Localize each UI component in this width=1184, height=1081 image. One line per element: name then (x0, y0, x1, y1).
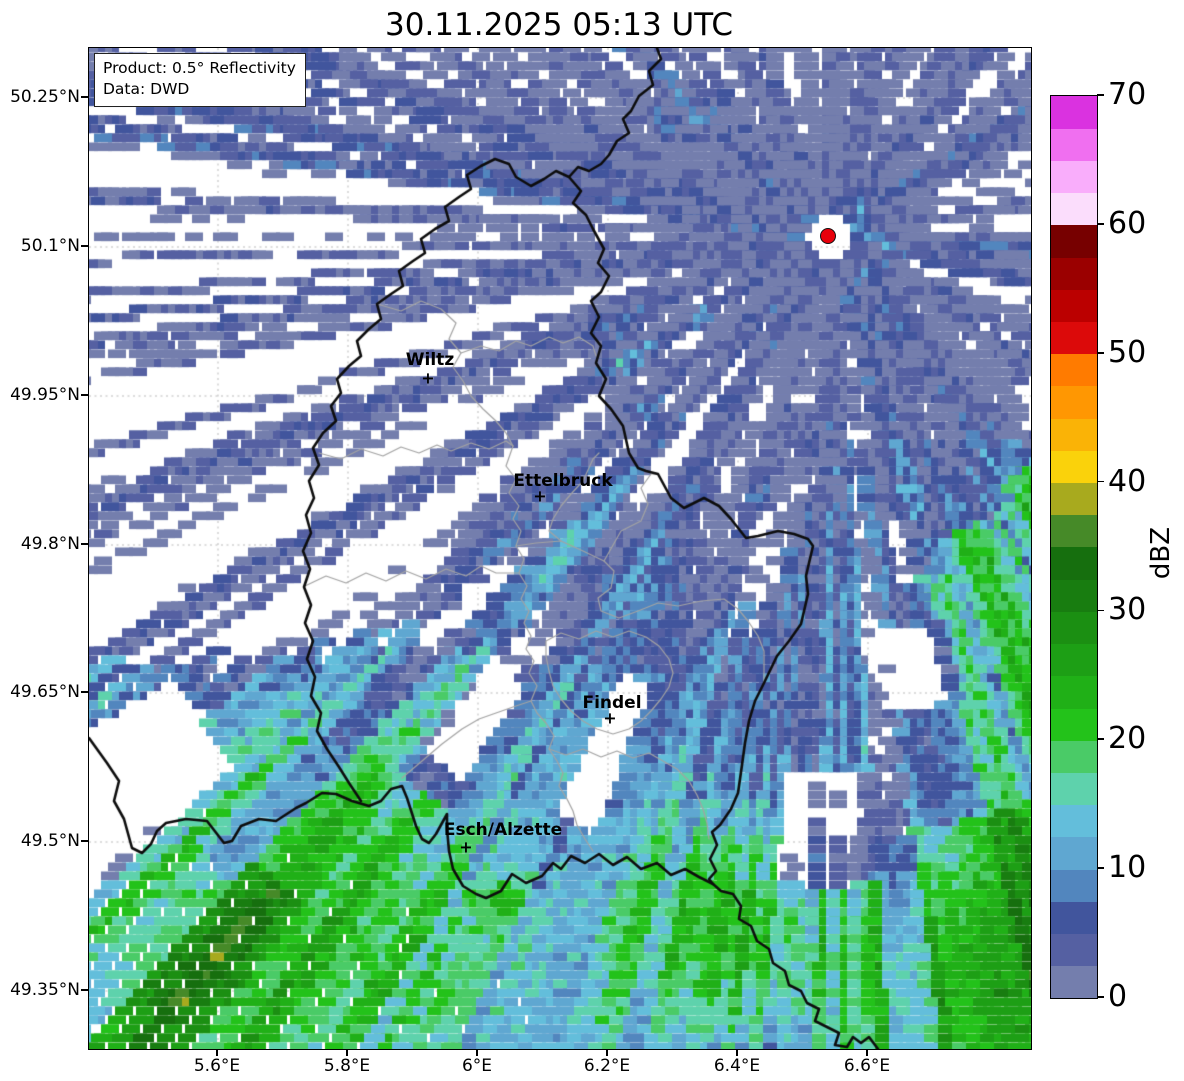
colorbar-segment (1051, 965, 1097, 999)
colorbar-segment (1051, 482, 1097, 516)
colorbar-segment (1051, 933, 1097, 967)
lat-tick-mark (81, 245, 88, 247)
colorbar-segment (1051, 804, 1097, 838)
colorbar-segment (1051, 869, 1097, 902)
radar-site-marker-icon (820, 228, 836, 244)
city-label-ettelbruck: Ettelbruck (513, 471, 613, 491)
colorbar-segment (1051, 224, 1097, 258)
colorbar-segment (1051, 128, 1097, 161)
map-plot: Product: 0.5° Reflectivity Data: DWD (88, 47, 1032, 1050)
data-source-line: Data: DWD (103, 80, 190, 99)
colorbar-axis-label: dBZ (1146, 526, 1176, 580)
lon-tick-mark (346, 1049, 348, 1056)
lon-tick-mark (606, 1049, 608, 1056)
colorbar-segment (1051, 675, 1097, 709)
colorbar-tick-label: 10 (1108, 850, 1147, 886)
radar-map-canvas (89, 48, 1031, 1049)
colorbar-segment (1051, 321, 1097, 355)
lat-tick-label: 49.65°N (10, 682, 80, 702)
lon-tick-mark (476, 1049, 478, 1056)
lon-tick-label: 6°E (461, 1056, 493, 1076)
colorbar-segment (1051, 353, 1097, 387)
colorbar-segment (1051, 160, 1097, 194)
figure-title: 30.11.2025 05:13 UTC (385, 7, 733, 43)
city-label-wiltz: Wiltz (405, 350, 455, 370)
colorbar-tick-label: 50 (1108, 334, 1147, 370)
colorbar-segment (1051, 385, 1097, 419)
lat-tick-label: 49.8°N (20, 534, 80, 554)
lat-tick-mark (81, 96, 88, 98)
colorbar-segment (1051, 418, 1097, 451)
colorbar-tick-label: 70 (1108, 77, 1147, 112)
lat-tick-mark (81, 691, 88, 693)
lon-tick-label: 6.4°E (713, 1056, 761, 1076)
colorbar-segment (1051, 708, 1097, 741)
colorbar-tick-label: 20 (1108, 721, 1147, 757)
lon-tick-label: 5.8°E (323, 1056, 371, 1076)
lon-tick-label: 5.6°E (193, 1056, 241, 1076)
colorbar-segment (1051, 547, 1097, 580)
colorbar-tick-label: 30 (1108, 592, 1147, 628)
lon-tick-mark (736, 1049, 738, 1056)
colorbar-tick-mark (1097, 351, 1104, 354)
colorbar-tick-label: 0 (1108, 979, 1128, 1014)
lon-tick-label: 6.6°E (843, 1056, 891, 1076)
colorbar-tick-mark (1097, 94, 1104, 96)
lat-tick-label: 49.35°N (10, 980, 80, 1000)
colorbar-segment (1051, 836, 1097, 870)
colorbar-segment (1051, 96, 1097, 129)
lon-tick-mark (216, 1049, 218, 1056)
lat-tick-label: 49.95°N (10, 385, 80, 405)
lat-tick-mark (81, 989, 88, 991)
colorbar-segment (1051, 901, 1097, 935)
colorbar-tick-label: 60 (1108, 205, 1147, 241)
colorbar-tick-mark (1097, 223, 1104, 225)
colorbar-segment (1051, 740, 1097, 773)
colorbar-tick-label: 40 (1108, 463, 1147, 499)
colorbar (1050, 95, 1098, 999)
colorbar-segment (1051, 611, 1097, 645)
city-marker-icon: + (421, 368, 435, 388)
city-marker-icon: + (533, 486, 547, 506)
colorbar-segment (1051, 257, 1097, 290)
colorbar-tick-mark (1097, 867, 1104, 869)
lon-tick-mark (866, 1049, 868, 1056)
lat-tick-label: 50.25°N (10, 87, 80, 107)
lat-tick-label: 50.1°N (20, 236, 80, 256)
product-line: Product: 0.5° Reflectivity (103, 59, 296, 77)
colorbar-segment (1051, 772, 1097, 806)
colorbar-segment (1051, 289, 1097, 322)
colorbar-tick-mark (1097, 480, 1104, 483)
lat-tick-mark (81, 394, 88, 396)
city-marker-icon: + (459, 837, 473, 857)
lat-tick-mark (81, 840, 88, 842)
colorbar-tick-mark (1097, 996, 1104, 998)
colorbar-segment (1051, 514, 1097, 548)
colorbar-segment (1051, 579, 1097, 612)
lat-tick-label: 49.5°N (20, 831, 80, 851)
city-label-findel: Findel (582, 693, 642, 713)
lat-tick-mark (81, 543, 88, 545)
product-info-box: Product: 0.5° Reflectivity Data: DWD (94, 53, 306, 107)
city-label-esch-alzette: Esch/Alzette (443, 820, 563, 840)
lon-tick-label: 6.2°E (583, 1056, 631, 1076)
colorbar-segment (1051, 450, 1097, 484)
colorbar-tick-mark (1097, 738, 1104, 741)
colorbar-tick-mark (1097, 609, 1104, 612)
colorbar-segment (1051, 192, 1097, 226)
colorbar-segment (1051, 643, 1097, 677)
city-marker-icon: + (603, 708, 617, 728)
